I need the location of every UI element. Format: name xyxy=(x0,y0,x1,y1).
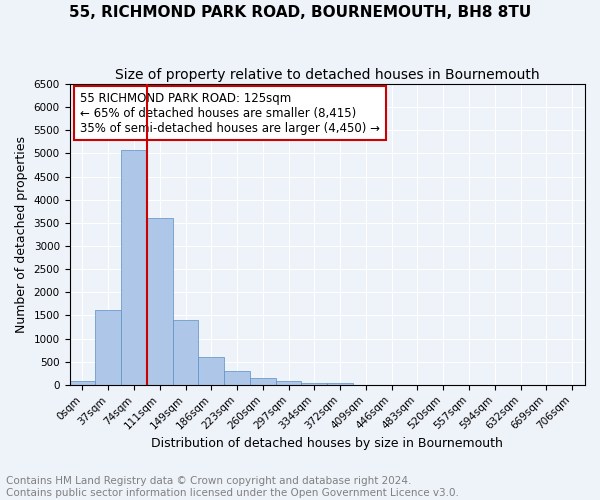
Bar xyxy=(224,371,250,385)
Bar xyxy=(327,383,353,385)
Bar xyxy=(121,150,147,385)
Bar xyxy=(250,378,276,385)
Y-axis label: Number of detached properties: Number of detached properties xyxy=(15,136,28,333)
Bar xyxy=(301,382,327,385)
Bar xyxy=(95,310,121,385)
Text: 55, RICHMOND PARK ROAD, BOURNEMOUTH, BH8 8TU: 55, RICHMOND PARK ROAD, BOURNEMOUTH, BH8… xyxy=(69,5,531,20)
X-axis label: Distribution of detached houses by size in Bournemouth: Distribution of detached houses by size … xyxy=(151,437,503,450)
Text: Contains HM Land Registry data © Crown copyright and database right 2024.
Contai: Contains HM Land Registry data © Crown c… xyxy=(6,476,459,498)
Bar xyxy=(173,320,199,385)
Bar xyxy=(199,357,224,385)
Bar xyxy=(276,382,301,385)
Bar xyxy=(147,218,173,385)
Title: Size of property relative to detached houses in Bournemouth: Size of property relative to detached ho… xyxy=(115,68,539,82)
Text: 55 RICHMOND PARK ROAD: 125sqm
← 65% of detached houses are smaller (8,415)
35% o: 55 RICHMOND PARK ROAD: 125sqm ← 65% of d… xyxy=(80,92,380,134)
Bar xyxy=(70,382,95,385)
